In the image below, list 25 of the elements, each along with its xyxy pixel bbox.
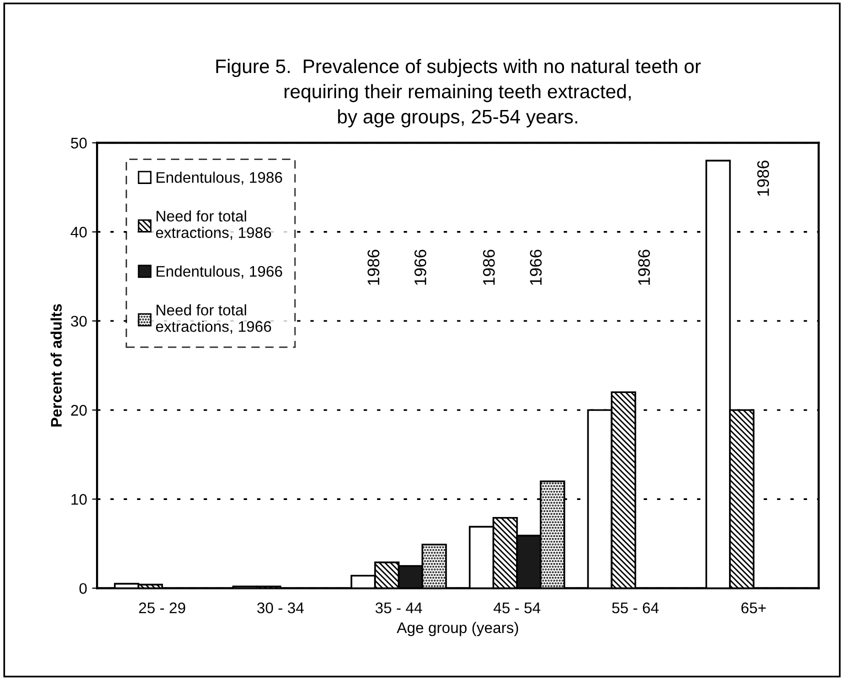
y-tick-label: 0	[79, 583, 87, 594]
x-tick-label: 45 - 54	[494, 602, 540, 614]
y-tick-label: 50	[70, 138, 87, 148]
legend-label: Endentulous, 1966	[156, 266, 282, 279]
annotation: 1986	[638, 250, 650, 285]
y-tick-label: 40	[70, 226, 87, 238]
y-tick-label: 10	[72, 494, 87, 505]
x-tick-label: 65+	[741, 602, 766, 614]
y-tick-label: 30	[70, 316, 87, 327]
x-axis-title: Age group (years)	[396, 622, 518, 636]
legend-label: Endentulous, 1986	[156, 172, 282, 185]
legend-label: Need for total extractions, 1966	[156, 304, 272, 334]
chart-title: Figure 5. Prevalence of subjects with no natural teeth or requiring their remaining teeth extracted, by age groups, 25-54 years.	[216, 58, 701, 128]
x-tick-label: 35 - 44	[376, 602, 422, 614]
annotation: 1966	[414, 250, 426, 285]
legend-label: Need for total extractions, 1986	[156, 210, 272, 240]
annotation: 1986	[368, 250, 380, 285]
y-axis-title: Percent of adults	[50, 304, 62, 426]
annotation: 1966	[530, 250, 542, 285]
x-tick-label: 25 - 29	[139, 602, 186, 614]
x-tick-label: 30 - 34	[257, 602, 304, 614]
annotation: 1986	[757, 160, 770, 196]
y-tick-label: 20	[71, 404, 87, 416]
annotation: 1986	[483, 250, 495, 285]
x-tick-label: 55 - 64	[612, 602, 659, 614]
